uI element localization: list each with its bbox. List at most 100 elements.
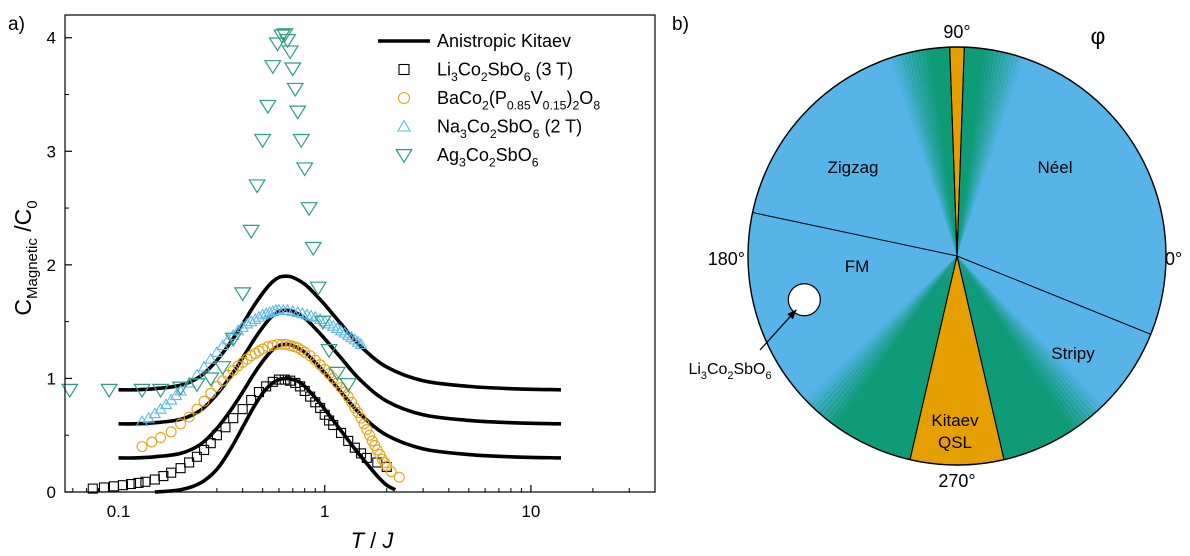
data-point — [345, 331, 358, 343]
y-tick-label: 3 — [47, 142, 56, 161]
data-point — [191, 451, 202, 462]
data-point — [216, 338, 230, 351]
compound-label-part: Li — [688, 361, 700, 378]
green-slice — [957, 48, 985, 256]
data-point — [299, 346, 311, 358]
data-point — [267, 339, 279, 351]
x-tick-label: 1 — [320, 502, 329, 521]
green-slice — [901, 53, 957, 256]
green-slice — [895, 256, 957, 458]
angle-label-270: 270° — [938, 471, 975, 491]
phase-label: Stripy — [1051, 344, 1095, 363]
data-point — [175, 463, 186, 474]
legend-label-part: 3 — [460, 127, 467, 141]
data-point — [165, 426, 177, 438]
green-slice — [903, 256, 957, 460]
series-square — [87, 374, 392, 494]
panel-a-label: a) — [8, 14, 25, 35]
data-point — [188, 378, 206, 393]
series-circle — [136, 338, 405, 483]
legend-marker — [398, 63, 410, 76]
angle-label-180: 180° — [708, 249, 745, 269]
data-point — [354, 337, 368, 349]
compound-label-part: 3 — [701, 370, 707, 382]
data-point — [204, 352, 218, 364]
green-slice — [839, 256, 957, 432]
series-triangle-down — [60, 28, 358, 399]
compound-marker: Li3Co2SbO6 — [688, 283, 821, 382]
data-point — [257, 343, 269, 355]
legend-label-part: V — [531, 88, 543, 108]
green-slice — [871, 256, 957, 450]
data-point — [305, 391, 316, 402]
green-slice — [860, 256, 957, 444]
data-point — [175, 418, 187, 430]
legend-label: Na3Co2SbO6 (2 T) — [437, 117, 582, 141]
legend-label-part: 2 — [482, 98, 489, 112]
phi-symbol: φ — [1091, 23, 1106, 49]
green-slice — [907, 51, 957, 256]
green-slice — [957, 47, 975, 256]
compound-label-part: Co — [707, 361, 728, 378]
data-point — [320, 344, 338, 359]
data-point — [263, 60, 282, 75]
data-point — [288, 105, 307, 120]
x-axis-label-var: T — [351, 528, 366, 553]
data-point — [299, 385, 310, 396]
green-slice — [904, 52, 957, 256]
data-point — [361, 452, 372, 463]
legend-marker — [397, 119, 411, 132]
data-point — [136, 441, 148, 453]
data-point — [213, 361, 232, 376]
phase-label: Néel — [1038, 158, 1073, 177]
kitaev-curve — [118, 342, 562, 460]
data-point — [125, 478, 137, 490]
data-point — [233, 287, 252, 302]
green-slice — [899, 256, 957, 459]
data-point — [100, 383, 118, 399]
data-point — [199, 444, 210, 456]
green-slice — [957, 49, 992, 257]
data-point — [210, 345, 224, 357]
green-slice — [957, 256, 1082, 427]
data-point — [295, 162, 314, 177]
data-point — [273, 29, 291, 44]
legend-label-part: 2 — [481, 70, 488, 84]
green-slice — [957, 256, 1079, 430]
data-point — [339, 378, 358, 393]
green-slice — [957, 256, 1058, 442]
legend-label-part: 0.15 — [543, 98, 567, 112]
legend-label: Anistropic Kitaev — [437, 31, 571, 51]
legend-label-part: (3 T) — [531, 60, 574, 80]
data-point — [236, 320, 250, 332]
panel-b-label: b) — [672, 14, 689, 35]
green-slice — [846, 256, 957, 436]
data-point — [220, 422, 231, 433]
panel-a-axes: 0 1 2 3 4 0.1 1 10 — [47, 29, 630, 521]
data-point — [151, 383, 170, 399]
data-point — [155, 431, 167, 443]
legend-label-part: Co — [466, 145, 489, 165]
compound-label: Li3Co2SbO6 — [688, 361, 771, 382]
phase-boundary — [956, 255, 1005, 460]
legend-label-part: Ag — [437, 145, 459, 165]
kitaev-curve — [118, 274, 562, 392]
green-region — [891, 46, 1026, 257]
legend-label-part: Anistropic Kitaev — [437, 31, 571, 51]
data-point — [271, 338, 283, 350]
x-tick-label: 0.1 — [107, 502, 131, 521]
angle-label-0: 0° — [1165, 249, 1182, 269]
legend-label-part: Co — [458, 60, 481, 80]
data-point — [171, 381, 190, 396]
data-point — [98, 482, 110, 493]
data-point — [211, 430, 222, 441]
data-point — [352, 406, 364, 418]
data-points — [60, 28, 405, 494]
legend-label-part: O — [579, 88, 593, 108]
data-point — [183, 411, 195, 423]
data-point — [258, 99, 277, 115]
phase-boundary — [752, 212, 958, 257]
y-tick-label: 0 — [47, 483, 56, 502]
data-point — [343, 435, 354, 446]
phase-diagram-disc — [747, 46, 1167, 466]
